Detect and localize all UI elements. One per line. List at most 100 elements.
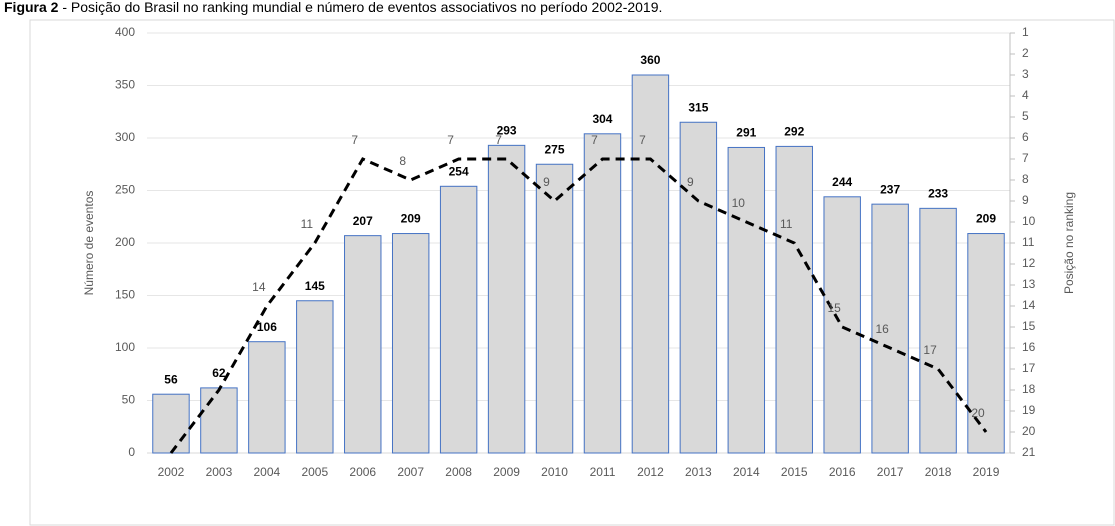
bar	[823, 196, 861, 454]
x-tick-label: 2014	[733, 465, 760, 479]
bar-value-label: 233	[928, 187, 948, 201]
x-tick-label: 2006	[349, 465, 376, 479]
x-tick-label: 2011	[590, 465, 616, 479]
bar-value-label: 106	[257, 320, 277, 334]
bar	[296, 300, 334, 454]
line-value-label: 17	[923, 343, 937, 357]
line-value-label: 7	[591, 133, 598, 147]
y2-axis-title: Posição no ranking	[1062, 192, 1076, 294]
y2-tick-label: 3	[1022, 67, 1029, 81]
bar-value-label: 293	[497, 124, 517, 138]
bar-value-label: 304	[592, 112, 612, 126]
bar	[344, 235, 382, 454]
bar	[439, 185, 478, 454]
bar	[152, 393, 190, 454]
line-value-label: 7	[447, 133, 454, 147]
bar-value-label: 254	[449, 164, 469, 178]
line-value-label: 10	[732, 196, 746, 210]
y-tick-label: 0	[128, 445, 135, 459]
x-tick-label: 2019	[973, 465, 1000, 479]
line-value-label: 11	[780, 217, 793, 231]
bar-value-label: 275	[545, 142, 565, 156]
y2-tick-label: 12	[1022, 256, 1036, 270]
bar	[727, 146, 766, 454]
bar-value-label: 291	[736, 126, 756, 140]
line-value-label: 9	[687, 175, 694, 189]
bar-value-label: 237	[880, 182, 900, 196]
line-value-label: 15	[828, 301, 842, 315]
bar	[919, 207, 957, 454]
x-tick-label: 2005	[301, 465, 328, 479]
x-tick-label: 2010	[541, 465, 568, 479]
y-tick-label: 400	[115, 25, 135, 39]
x-tick-label: 2015	[781, 465, 808, 479]
y-tick-label: 350	[115, 78, 135, 92]
line-value-label: 16	[875, 322, 889, 336]
bar	[871, 203, 909, 454]
bar	[200, 387, 238, 454]
bar-value-label: 209	[401, 212, 421, 226]
x-tick-label: 2008	[445, 465, 472, 479]
y2-tick-label: 9	[1022, 193, 1029, 207]
bar-value-label: 145	[305, 279, 325, 293]
y2-tick-label: 5	[1022, 109, 1029, 123]
bar	[391, 233, 430, 454]
x-tick-label: 2004	[254, 465, 281, 479]
y2-tick-label: 19	[1022, 403, 1036, 417]
y-tick-label: 50	[122, 393, 136, 407]
y2-tick-label: 17	[1022, 361, 1036, 375]
line-value-label: 7	[351, 133, 358, 147]
line-value-label: 20	[971, 406, 985, 420]
y2-tick-label: 2	[1022, 46, 1029, 60]
bar	[248, 341, 286, 454]
bar-value-label: 315	[688, 100, 708, 114]
bar	[631, 74, 670, 454]
y2-tick-label: 6	[1022, 130, 1029, 144]
bar	[583, 133, 622, 454]
ranking-line	[169, 157, 988, 454]
x-tick-label: 2018	[925, 465, 952, 479]
y2-tick-label: 8	[1022, 172, 1029, 186]
y-tick-label: 250	[115, 183, 135, 197]
y-axis-title: Número de eventos	[82, 191, 96, 296]
bar	[535, 163, 574, 454]
y2-tick-label: 10	[1022, 214, 1036, 228]
y2-tick-label: 13	[1022, 277, 1036, 291]
y-tick-label: 300	[115, 130, 135, 144]
y2-tick-label: 14	[1022, 298, 1036, 312]
y2-tick-label: 1	[1022, 25, 1029, 39]
bar-value-label: 207	[353, 214, 373, 228]
title-text: - Posição do Brasil no ranking mundial e…	[62, 0, 662, 15]
line-value-label: 11	[301, 217, 314, 231]
title: Figura 2 - Posição do Brasil no ranking …	[4, 0, 662, 15]
bar-value-label: 360	[640, 53, 660, 67]
y2-tick-label: 7	[1022, 151, 1029, 165]
line-value-label: 14	[252, 280, 266, 294]
bar-value-label: 292	[784, 125, 804, 139]
bar-value-label: 62	[212, 366, 226, 380]
y2-tick-label: 16	[1022, 340, 1036, 354]
y2-tick-label: 18	[1022, 382, 1036, 396]
bar	[775, 145, 813, 454]
y-tick-label: 150	[115, 288, 135, 302]
y2-tick-label: 20	[1022, 424, 1036, 438]
x-tick-label: 2017	[877, 465, 904, 479]
x-tick-label: 2002	[158, 465, 185, 479]
bar	[487, 144, 526, 454]
bar-value-label: 209	[976, 212, 996, 226]
x-tick-label: 2012	[637, 465, 664, 479]
y2-tick-label: 11	[1022, 235, 1035, 249]
line-value-label: 9	[543, 175, 550, 189]
y-tick-label: 100	[115, 340, 135, 354]
chart-frame	[29, 19, 1115, 526]
bar	[679, 121, 718, 454]
bar-value-label: 56	[164, 372, 178, 386]
x-tick-label: 2013	[685, 465, 712, 479]
x-tick-label: 2007	[397, 465, 424, 479]
y-tick-label: 200	[115, 235, 135, 249]
line-value-label: 8	[399, 154, 406, 168]
y2-tick-label: 15	[1022, 319, 1036, 333]
y2-tick-label: 21	[1022, 445, 1036, 459]
line-value-label: 7	[495, 133, 502, 147]
